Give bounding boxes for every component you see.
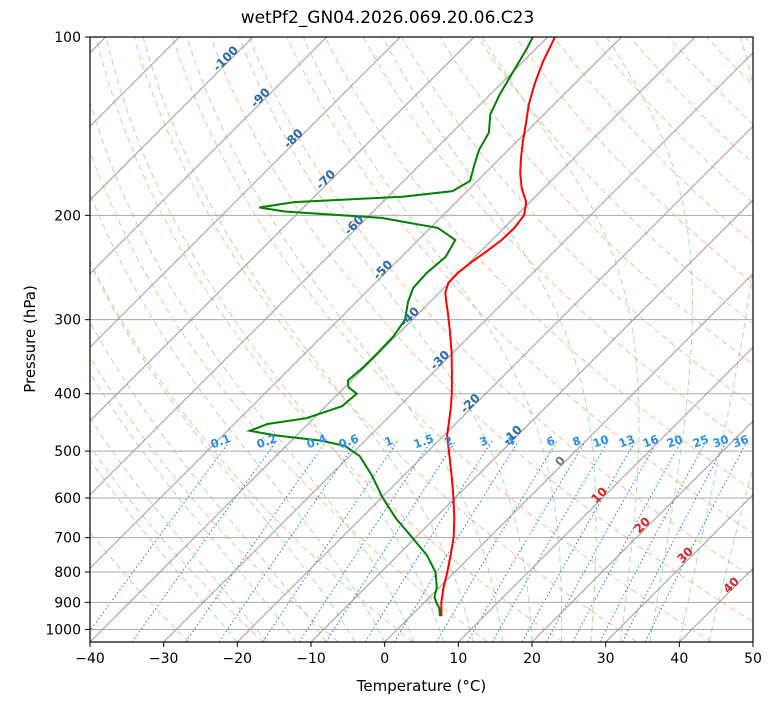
x-tick-label: 30	[597, 651, 615, 667]
isotherm-line	[457, 346, 753, 642]
dry-adiabat-line	[515, 37, 753, 284]
mixing-ratio-label: 25	[691, 432, 711, 451]
moist-adiabat-line	[90, 99, 415, 642]
moist-adiabat-line	[142, 37, 474, 642]
dry-adiabat-line	[90, 356, 339, 642]
mixing-ratio-line	[545, 440, 659, 642]
dry-adiabat-line	[90, 445, 264, 642]
mixing-ratio-label: 0.4	[305, 431, 329, 451]
mixing-ratio-label: 10	[591, 432, 611, 451]
mixing-ratio-line	[131, 440, 278, 642]
dry-adiabat-line	[95, 37, 563, 642]
moist-adiabat-line	[90, 192, 386, 642]
moist-adiabat-line	[708, 465, 753, 642]
dry-adiabat-line	[286, 37, 753, 534]
y-tick-label: 400	[54, 387, 81, 403]
x-tick-label: 20	[523, 651, 541, 667]
temperature-profile	[440, 37, 556, 617]
y-tick-label: 300	[54, 313, 81, 329]
dewpoint-profile	[245, 37, 534, 617]
moist-adiabat-line	[105, 37, 445, 642]
moist-adiabat-line	[90, 459, 238, 642]
moist-adiabat-line	[481, 37, 640, 642]
mixing-ratio-line	[325, 440, 457, 642]
moist-adiabat-line	[238, 37, 533, 642]
isotherm-line	[90, 37, 475, 422]
mixing-ratio-label: 1.5	[412, 431, 436, 451]
mixing-ratio-line	[90, 440, 231, 632]
mixing-ratio-line	[364, 440, 493, 642]
x-tick-label: −10	[296, 651, 326, 667]
mixing-ratio-label: 13	[617, 432, 637, 451]
x-tick-label: 40	[670, 651, 688, 667]
mixing-ratio-label: 0.2	[255, 431, 279, 451]
x-tick-label: 50	[744, 651, 762, 667]
y-tick-label: 700	[54, 531, 81, 547]
dry-adiabat-line	[90, 259, 414, 642]
x-tick-label: −30	[149, 651, 179, 667]
y-tick-label: 500	[54, 444, 81, 460]
dry-adiabat-line	[248, 37, 753, 578]
moist-adiabat-line	[90, 262, 356, 642]
mixing-ratio-label: 20	[665, 432, 685, 451]
dry-adiabat-line	[171, 37, 712, 642]
isotherm-line	[90, 37, 328, 275]
y-tick-label: 900	[54, 595, 81, 611]
chart-title: wetPf2_GN04.2026.069.20.06.C23	[240, 8, 535, 28]
y-axis-label: Pressure (hPa)	[21, 285, 39, 393]
mixing-ratio-line	[298, 440, 432, 642]
mixing-ratio-line	[572, 440, 683, 642]
mixing-ratio-label: 30	[711, 432, 731, 451]
dry-adiabat-line	[324, 37, 753, 491]
mixing-ratio-line	[644, 440, 748, 642]
moist-adiabat-line	[90, 417, 268, 642]
y-tick-label: 600	[54, 491, 81, 507]
y-tick-label: 200	[54, 208, 81, 224]
moist-adiabat-line	[381, 37, 597, 642]
mixing-ratio-label: 16	[641, 432, 661, 451]
isotherm-line	[163, 51, 753, 642]
x-tick-label: 0	[380, 651, 389, 667]
moist-adiabat-line	[90, 321, 327, 642]
mixing-ratio-label: 0.1	[209, 431, 233, 451]
moist-adiabat-line	[302, 37, 563, 642]
isotherm-line	[90, 37, 549, 496]
isotherm-line	[236, 125, 753, 642]
isotherm-line	[310, 199, 753, 642]
moist-adiabat-line	[186, 37, 503, 642]
isotherm-line	[90, 37, 254, 201]
isotherm-line	[531, 420, 753, 642]
mixing-ratio-label: 36	[731, 432, 751, 451]
mixing-ratio-line	[262, 440, 399, 642]
x-axis-label: Temperature (°C)	[356, 677, 487, 695]
mixing-ratio-line	[435, 440, 558, 642]
x-tick-label: −40	[75, 651, 105, 667]
dry-adiabat-line	[210, 37, 753, 623]
y-tick-label: 800	[54, 565, 81, 581]
mixing-ratio-label: 0.6	[337, 431, 361, 451]
x-tick-label: 10	[449, 651, 467, 667]
mixing-ratio-line	[467, 440, 587, 642]
y-tick-label: 1000	[45, 622, 81, 638]
y-tick-label: 100	[54, 30, 81, 46]
isotherm-line	[605, 493, 753, 642]
mixing-ratio-line	[491, 440, 609, 642]
dry-adiabat-line	[133, 37, 638, 642]
isotherm-line	[90, 37, 401, 349]
mixing-ratio-line	[521, 440, 637, 642]
moist-adiabat-line	[678, 37, 753, 642]
x-tick-label: −20	[223, 651, 253, 667]
plot-frame	[89, 36, 754, 643]
isotherm-line	[90, 37, 696, 642]
moist-adiabat-line	[606, 37, 693, 642]
isotherm-line	[384, 272, 753, 642]
isotherm-line	[90, 37, 622, 570]
mixing-ratio-line	[185, 440, 328, 642]
